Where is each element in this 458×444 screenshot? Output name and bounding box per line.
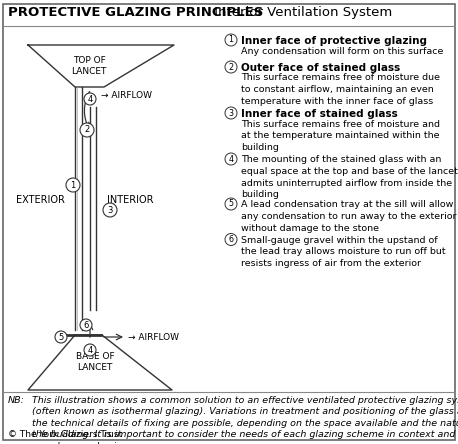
- Text: BASE OF
LANCET: BASE OF LANCET: [76, 352, 114, 372]
- Text: 4: 4: [87, 345, 93, 354]
- Text: TOP OF
LANCET: TOP OF LANCET: [71, 56, 107, 75]
- Text: A lead condensation tray at the sill will allow
any condensation to run away to : A lead condensation tray at the sill wil…: [241, 200, 457, 233]
- Text: 5: 5: [58, 333, 64, 341]
- Ellipse shape: [55, 331, 67, 343]
- Text: Interior Ventilation System: Interior Ventilation System: [210, 6, 392, 19]
- Text: → AIRFLOW: → AIRFLOW: [128, 333, 179, 341]
- Text: 1: 1: [229, 36, 234, 44]
- Ellipse shape: [80, 319, 92, 331]
- Text: Any condensation will form on this surface: Any condensation will form on this surfa…: [241, 47, 443, 56]
- Ellipse shape: [225, 107, 237, 119]
- Ellipse shape: [84, 344, 96, 356]
- Text: 4: 4: [229, 155, 234, 163]
- Ellipse shape: [225, 234, 237, 246]
- Text: The mounting of the stained glass with an
equal space at the top and base of the: The mounting of the stained glass with a…: [241, 155, 458, 199]
- Text: Outer face of stained glass: Outer face of stained glass: [241, 63, 400, 73]
- Text: 4: 4: [87, 95, 93, 103]
- Text: 2: 2: [84, 126, 90, 135]
- Text: 6: 6: [83, 321, 89, 329]
- Ellipse shape: [225, 198, 237, 210]
- Ellipse shape: [225, 61, 237, 73]
- Text: NB:: NB:: [8, 396, 25, 405]
- Text: Inner face of protective glazing: Inner face of protective glazing: [241, 36, 427, 46]
- Ellipse shape: [80, 123, 94, 137]
- Text: → AIRFLOW: → AIRFLOW: [101, 91, 152, 100]
- Text: EXTERIOR: EXTERIOR: [16, 195, 65, 205]
- Text: 5: 5: [229, 199, 234, 209]
- Text: © The York Glaziers Trust: © The York Glaziers Trust: [8, 430, 122, 439]
- Text: 3: 3: [107, 206, 113, 214]
- Text: This surface remains free of moisture and
at the temperature maintained within t: This surface remains free of moisture an…: [241, 119, 440, 152]
- Text: INTERIOR: INTERIOR: [107, 195, 153, 205]
- Text: 2: 2: [229, 63, 234, 71]
- Ellipse shape: [225, 153, 237, 165]
- Ellipse shape: [66, 178, 80, 192]
- Text: This surface remains free of moisture due
to constant airflow, maintaining an ev: This surface remains free of moisture du…: [241, 74, 440, 106]
- Text: 1: 1: [71, 181, 76, 190]
- Text: Small-gauge gravel within the upstand of
the lead tray allows moisture to run of: Small-gauge gravel within the upstand of…: [241, 235, 446, 268]
- Ellipse shape: [84, 93, 96, 105]
- Text: PROTECTIVE GLAZING PRINCIPLES: PROTECTIVE GLAZING PRINCIPLES: [8, 6, 263, 19]
- Ellipse shape: [225, 34, 237, 46]
- Text: 3: 3: [229, 108, 234, 118]
- Text: Inner face of stained glass: Inner face of stained glass: [241, 109, 398, 119]
- Ellipse shape: [103, 203, 117, 217]
- Text: 6: 6: [229, 235, 234, 244]
- Text: This illustration shows a common solution to an effective ventilated protective : This illustration shows a common solutio…: [32, 396, 458, 444]
